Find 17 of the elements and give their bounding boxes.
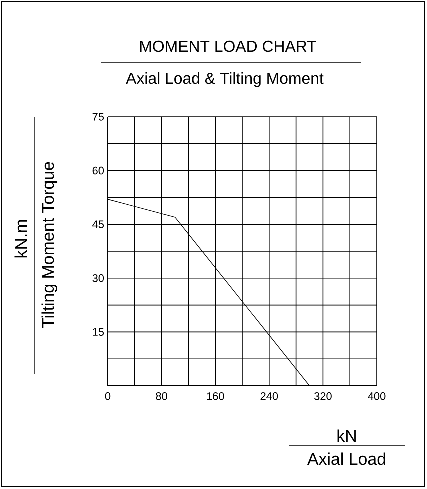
text: kN.m [14,220,27,258]
x-tick-label: 320 [314,392,332,400]
x-axis-title: Axial Load [307,452,386,466]
y-tick-label: 60 [92,166,104,175]
y-axis-title: Tilting Moment Torque [42,162,58,328]
y-tick-label: 75 [92,113,104,121]
x-tick-label: 240 [260,392,278,400]
y-tick-label: 15 [93,328,104,336]
chart-title: MOMENT LOAD CHART [140,40,316,52]
chart-subtitle: Axial Load & Tilting Moment [126,72,324,88]
y-tick-label: 45 [92,220,104,228]
text: kN [338,430,356,442]
x-tick-label: 400 [368,392,386,400]
x-tick-label: 0 [105,392,111,400]
y-tick-label: 30 [92,274,104,282]
x-tick-label: 160 [207,392,224,400]
x-tick-label: 80 [156,392,168,400]
